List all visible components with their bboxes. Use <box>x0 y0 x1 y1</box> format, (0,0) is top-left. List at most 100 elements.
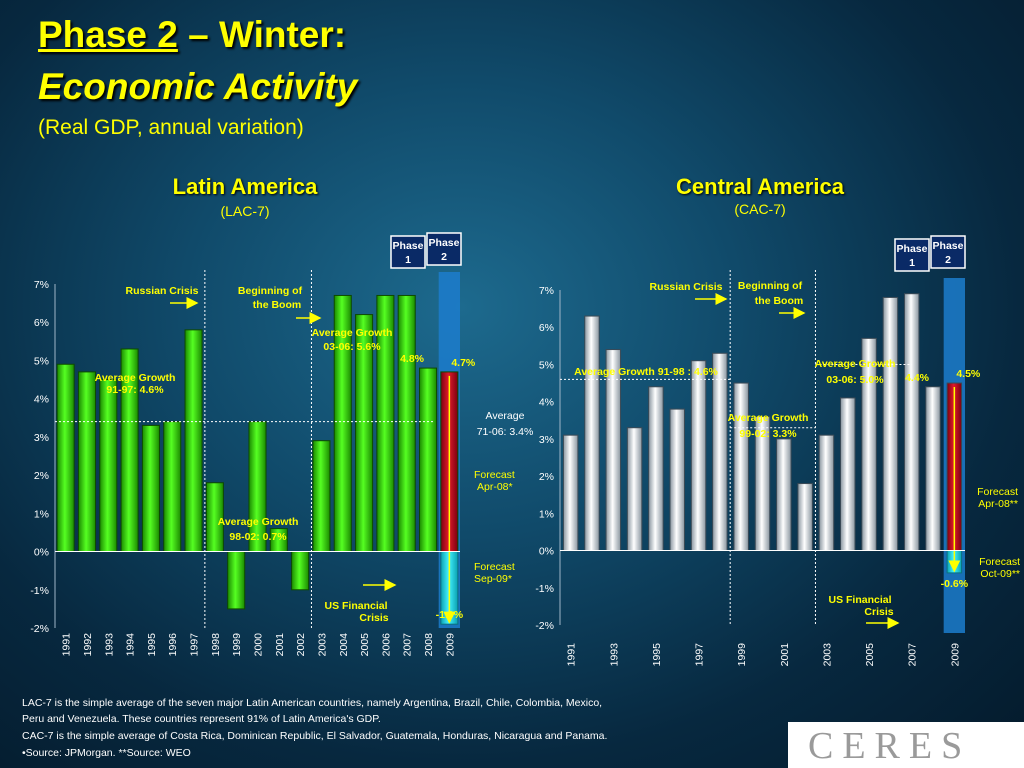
cac-xtick: 1999 <box>736 643 748 667</box>
lac-avg-98-02-label: Average Growth <box>218 516 299 528</box>
ceres-logo-text: CERES <box>808 725 972 767</box>
lac-forecast-sep-label: Forecast <box>474 561 515 573</box>
lac-bar <box>56 363 75 553</box>
lac-xtick: 2007 <box>402 633 414 657</box>
cac-boom-label-1: Beginning of <box>738 280 803 292</box>
lac-label-forecast-new: -1.9% <box>436 609 464 621</box>
cac-avg-91-98-label: Average Growth 91-98 : 4.6% <box>574 366 718 378</box>
lac-xtick: 2000 <box>253 633 265 657</box>
slide-subtitle: Economic Activity <box>38 66 358 107</box>
lac-chart: 7%6%5%4%3%2%1%0%-1%-2%1991 1992 1993 1994 19… <box>30 232 534 657</box>
footnote-1: LAC-7 is the simple average of the seven… <box>22 697 603 709</box>
cac-bar <box>690 360 707 552</box>
lac-avg-03-06-value: 03-06: 5.6% <box>323 341 381 353</box>
cac-avg-03-06-value: 03-06: 5.0% <box>826 374 884 386</box>
lac-xtick: 2001 <box>274 633 286 657</box>
cac-avg-99-02-label: Average Growth <box>728 412 809 424</box>
lac-bar <box>312 440 331 553</box>
cac-xtick: 2001 <box>779 643 791 667</box>
lac-bar <box>141 424 160 553</box>
cac-xtick: 1993 <box>608 643 620 667</box>
cac-xtick: 1995 <box>651 643 663 667</box>
lac-us-crisis-label: US Financial <box>324 600 387 612</box>
title-rest: – Winter: <box>177 14 347 55</box>
lac-xtick: 1992 <box>82 633 94 657</box>
cac-xtick: 1991 <box>566 643 578 667</box>
cac-forecast-apr-value: Apr-08** <box>978 498 1018 510</box>
lac-russian-crisis-label: Russian Crisis <box>126 285 199 297</box>
lac-xtick: 1994 <box>125 633 137 657</box>
cac-russian-crisis-label: Russian Crisis <box>650 281 723 293</box>
lac-xtick: 1993 <box>103 633 115 657</box>
lac-xtick: 2004 <box>338 633 350 657</box>
lac-forecast-apr-value: Apr-08* <box>477 481 513 493</box>
lac-xtick: 1998 <box>210 633 222 657</box>
lac-bar <box>397 294 416 553</box>
lac-ytick: 1% <box>34 508 49 520</box>
footnote-4: •Source: JPMorgan. **Source: WEO <box>22 747 191 759</box>
lac-bar <box>163 421 182 553</box>
lac-bar <box>77 371 96 553</box>
lac-xtick: 2002 <box>295 633 307 657</box>
cac-bar <box>776 438 792 552</box>
cac-xtick: 2007 <box>907 643 919 667</box>
lac-phase1-box-label: Phase <box>393 240 424 252</box>
footnote-3: CAC-7 is the simple average of Costa Ric… <box>22 730 608 742</box>
cac-phase2-box-label: Phase <box>933 240 964 252</box>
cac-label-forecast-old: 4.5% <box>956 368 981 380</box>
lac-xtick: 2003 <box>316 633 328 657</box>
cac-forecast-oct-value: Oct-09** <box>980 568 1020 580</box>
lac-label-forecast-old: 4.7% <box>451 357 476 369</box>
lac-xtick: 2009 <box>444 633 456 657</box>
lac-phase2-box-label: Phase <box>429 237 460 249</box>
cac-chart: 7%6%5%4%3%2%1%0%-1%-2%1991 1993 1995 1997 19… <box>535 235 1020 667</box>
slide-caption: (Real GDP, annual variation) <box>38 116 304 139</box>
lac-ytick: -2% <box>30 623 49 635</box>
lac-ytick: 3% <box>34 432 49 444</box>
cac-boom-label-2: the Boom <box>755 295 803 307</box>
lac-phase1-box-number: 1 <box>405 254 411 266</box>
lac-bar <box>291 551 310 591</box>
cac-us-crisis-label: US Financial <box>828 594 891 606</box>
cac-bar <box>733 382 749 552</box>
lac-bar <box>419 367 438 553</box>
lac-avg-71-06-label: Average <box>486 410 525 422</box>
cac-bar <box>648 386 664 552</box>
lac-phase2-box-number: 2 <box>441 251 447 263</box>
cac-phase1-box-label: Phase <box>897 243 928 255</box>
cac-ytick: 0% <box>539 546 554 558</box>
lac-xtick: 2008 <box>423 633 435 657</box>
lac-phase2-box <box>426 232 462 266</box>
cac-chart-title: Central America <box>676 174 844 199</box>
lac-xtick: 1999 <box>231 633 243 657</box>
cac-avg-99-02-value: 99-02: 3.3% <box>739 428 797 440</box>
cac-ytick: 1% <box>539 508 554 520</box>
cac-phase2-box-number: 2 <box>945 254 951 266</box>
cac-bar <box>818 434 835 552</box>
cac-bar <box>562 434 579 552</box>
lac-bar <box>184 329 203 553</box>
title-phase: Phase 2 <box>38 14 178 55</box>
lac-avg-91-97-value: 91-97: 4.6% <box>106 384 164 396</box>
cac-bar <box>925 386 941 552</box>
cac-xtick: 2009 <box>949 643 961 667</box>
lac-bar <box>99 379 118 553</box>
cac-ytick: 4% <box>539 397 554 409</box>
lac-chart-title: Latin America <box>172 174 318 199</box>
lac-avg-91-97-label: Average Growth <box>95 372 176 384</box>
lac-forecast-apr-label: Forecast <box>474 469 515 481</box>
lac-avg-03-06-label: Average Growth <box>312 327 393 339</box>
lac-ytick: 4% <box>34 394 49 406</box>
lac-xtick: 1995 <box>146 633 158 657</box>
cac-avg-03-06-label: Average Growth <box>815 358 896 370</box>
cac-label-forecast-new: -0.6% <box>941 578 969 590</box>
lac-us-crisis-label-2: Crisis <box>359 612 388 624</box>
cac-xtick: 2005 <box>864 643 876 667</box>
lac-avg-71-06-value: 71-06: 3.4% <box>477 426 534 438</box>
cac-phase1-box <box>894 238 930 272</box>
cac-bar <box>882 296 899 552</box>
cac-ytick: 3% <box>539 434 554 446</box>
ceres-logo: CERES <box>788 722 1024 768</box>
cac-bar <box>903 293 920 552</box>
